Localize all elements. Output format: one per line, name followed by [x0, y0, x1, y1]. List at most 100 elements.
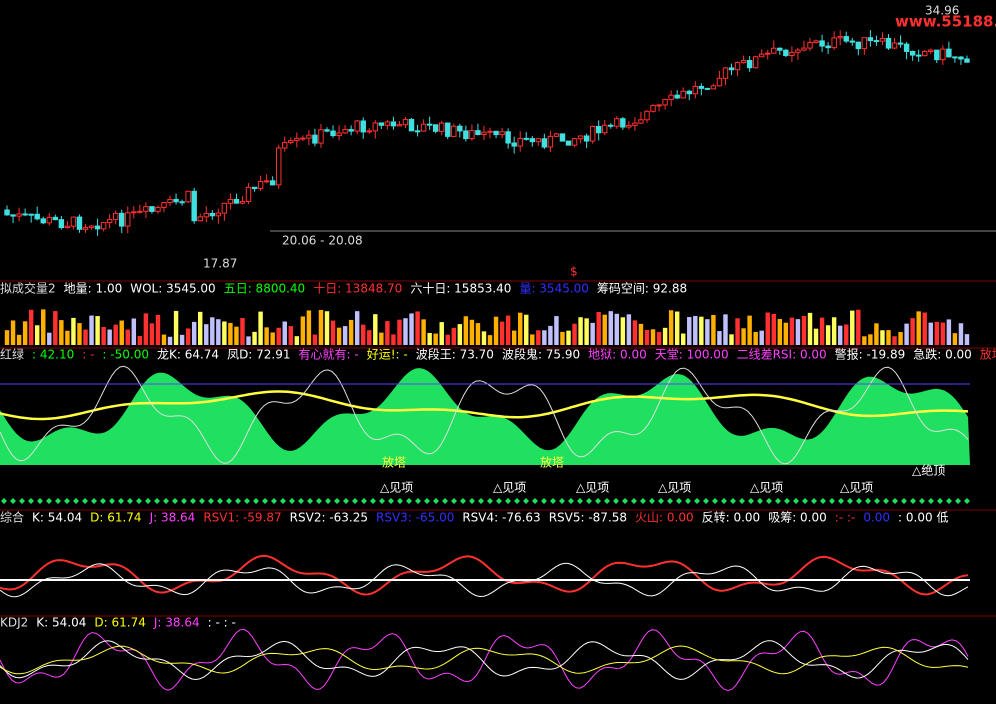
diamond [190, 498, 196, 504]
diamond [640, 498, 646, 504]
candle [408, 118, 415, 132]
diamond [361, 498, 367, 504]
volume-bar [626, 314, 632, 345]
candle [632, 122, 638, 126]
diamond [64, 498, 70, 504]
candle [360, 120, 366, 133]
diamond [874, 498, 880, 504]
candle [263, 180, 270, 183]
candle [909, 50, 916, 56]
volume-bar [475, 323, 481, 345]
candle [879, 37, 886, 42]
volume-bar [28, 309, 34, 345]
volume-bar [687, 317, 692, 345]
volume-bar [397, 319, 402, 345]
volume-bar [807, 312, 813, 345]
volume-bar [258, 311, 263, 345]
candle [203, 212, 209, 218]
volume-bar [246, 336, 251, 345]
line [0, 554, 969, 596]
volume-bar [620, 317, 626, 345]
indicator-label: 筹码空间: 92.88 [597, 282, 687, 296]
diamond [460, 498, 466, 504]
volume-bar [831, 317, 837, 345]
candle [499, 131, 505, 136]
volume-bar [662, 327, 668, 345]
diamond [856, 498, 862, 504]
diamond [523, 498, 529, 504]
candle [420, 123, 427, 132]
indicator-label: 波段鬼: 75.90 [502, 347, 580, 362]
candle [469, 130, 475, 140]
volume-bar [596, 311, 601, 345]
line [0, 390, 969, 421]
candle [463, 130, 469, 140]
candle [674, 94, 680, 99]
indicator-label: 吸筹: 0.00 [768, 511, 827, 525]
volume-bar [34, 325, 40, 345]
candle [831, 37, 837, 49]
volume-bar [572, 323, 577, 345]
candle [82, 227, 89, 230]
diamond [181, 498, 187, 504]
indicator-label: K: 54.04 [32, 511, 82, 525]
diamond [370, 498, 376, 504]
volume-bar [729, 334, 734, 345]
volume-bar [179, 334, 185, 345]
indicator-label: D: 61.74 [90, 511, 141, 525]
candle [716, 77, 723, 87]
volume-bar [71, 317, 76, 345]
diamond [649, 498, 655, 504]
candle [698, 85, 705, 89]
line [0, 562, 969, 598]
diamond [730, 498, 736, 504]
volume-bar [427, 332, 432, 345]
diamond [622, 498, 628, 504]
candle [348, 129, 354, 132]
volume-bar [813, 328, 819, 345]
candle [58, 219, 65, 229]
volume-bar [723, 314, 728, 345]
indicator-label: : 42.10 [32, 348, 74, 362]
candle [758, 53, 765, 58]
signal-label: △见项 [493, 481, 526, 495]
volume-bar [10, 320, 16, 345]
candle [28, 213, 34, 216]
indicator-label: :- :- [835, 511, 856, 525]
indicator-label: 有心就有: - [299, 348, 359, 362]
volume-bar [511, 330, 517, 345]
volume-bar [354, 311, 360, 345]
indicator-label: RSV5: -87.58 [549, 511, 627, 525]
diamond [433, 498, 439, 504]
volume-bar [505, 315, 511, 345]
indicator-label: 五日: 8800.40 [224, 282, 305, 296]
candle [167, 198, 173, 204]
diamond [694, 498, 700, 504]
volume-bar [638, 323, 644, 345]
volume-bar [373, 314, 378, 345]
volume-bar [862, 336, 867, 345]
candle [722, 67, 729, 79]
candle [946, 48, 952, 58]
indicator-label: RSV2: -63.25 [290, 511, 368, 525]
diamond [145, 498, 151, 504]
candle [795, 49, 801, 53]
diamond [658, 498, 664, 504]
candle [4, 209, 10, 216]
candle [692, 85, 699, 95]
volume-bar [131, 318, 137, 345]
low-label: 17.87 [203, 257, 237, 271]
candle [577, 135, 584, 140]
diamond [496, 498, 502, 504]
diamond [388, 498, 394, 504]
line [0, 628, 969, 692]
candle [589, 125, 596, 142]
diamond [325, 498, 331, 504]
indicator-label: 综合 [0, 510, 24, 525]
volume-bar [252, 331, 257, 345]
indicator-label: 警报: -19.89 [835, 347, 906, 362]
volume-bar [421, 319, 426, 345]
candle [155, 206, 161, 212]
diamond [73, 498, 79, 504]
volume-bar [566, 330, 571, 345]
